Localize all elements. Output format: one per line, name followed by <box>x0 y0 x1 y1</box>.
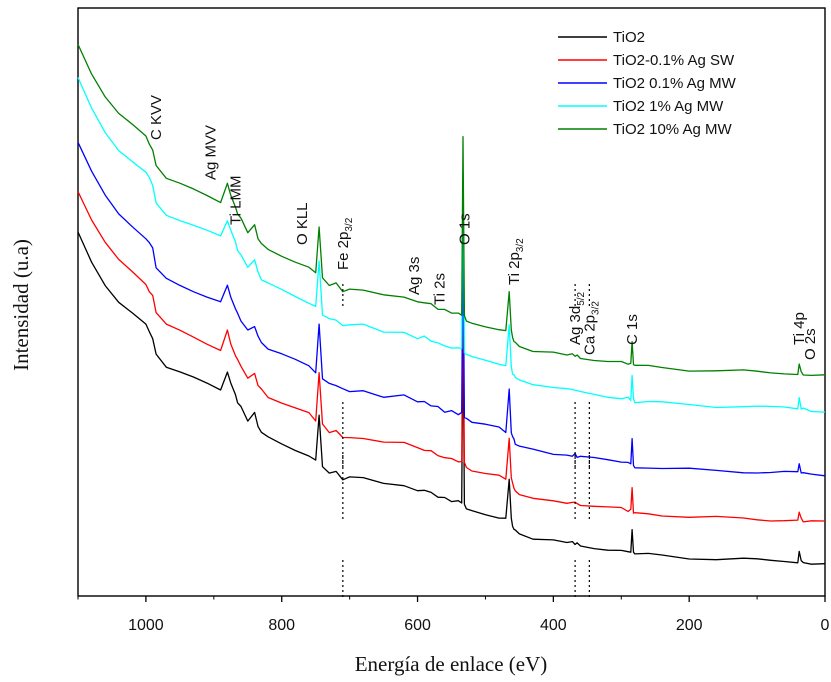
peak-label: Ag 3s <box>406 257 423 295</box>
legend-label: TiO2 0.1% Ag MW <box>613 75 737 92</box>
x-tick-label: 600 <box>404 617 431 634</box>
x-tick-label: 0 <box>821 617 830 634</box>
legend-label: TiO2-0.1% Ag SW <box>613 52 735 69</box>
plot-frame <box>77 7 826 597</box>
peak-label: Ca 2p3/2 <box>581 301 601 355</box>
legend: TiO2 TiO2-0.1% Ag SW TiO2 0.1% Ag MW TiO2 1… <box>558 29 737 138</box>
peak-label: Ti 4p <box>791 312 808 345</box>
series-line <box>77 231 826 565</box>
legend-label: TiO2 <box>613 29 645 46</box>
x-axis: 1000 800 600 400 200 0 <box>77 596 830 634</box>
y-axis-title: Intensidad (u.a) <box>9 239 33 371</box>
series-line <box>77 191 826 523</box>
series-line <box>77 44 826 377</box>
peak-label: C KVV <box>148 95 165 140</box>
x-tick-label: 1000 <box>128 617 164 634</box>
peak-label: O 2s <box>802 328 819 360</box>
peak-label: Ti 2p3/2 <box>506 238 526 285</box>
reference-lines <box>342 284 590 600</box>
peak-label: O KLL <box>294 202 311 245</box>
series-line <box>77 142 826 477</box>
legend-label: TiO2 10% Ag MW <box>613 121 732 138</box>
series-layer <box>77 44 826 565</box>
peak-label: O 1s <box>456 213 473 245</box>
x-tick-label: 400 <box>540 617 567 634</box>
peak-label: Ti 2s <box>431 273 448 305</box>
legend-label: TiO2 1% Ag MW <box>613 98 724 115</box>
series-line <box>77 77 826 413</box>
peak-label: Fe 2p3/2 <box>335 217 355 270</box>
x-tick-label: 200 <box>676 617 703 634</box>
x-tick-label: 800 <box>268 617 295 634</box>
peak-label: Ti LMM <box>228 176 245 225</box>
x-axis-title: Energía de enlace (eV) <box>355 652 548 676</box>
peak-label: C 1s <box>624 314 641 345</box>
peak-labels: C KVV Ag MVV Ti LMM O KLL Fe 2p3/2 Ag 3s Ti 2s… <box>148 95 819 360</box>
peak-label: Ag 3d5/2 <box>567 291 587 345</box>
peak-label: Ag MVV <box>202 125 219 180</box>
